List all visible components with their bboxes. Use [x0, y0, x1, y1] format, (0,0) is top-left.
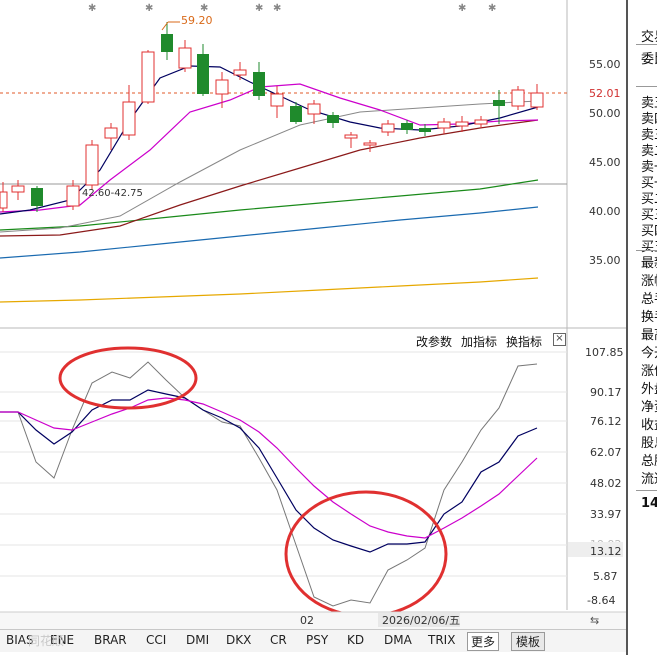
date-box [378, 613, 460, 627]
x-label: 02 [300, 614, 314, 627]
stat-row: 最高 [641, 328, 657, 343]
ask-row[interactable]: 卖二 [641, 144, 657, 159]
indicator-current: 13.12 [590, 545, 622, 558]
gap-label: 42.60-42.75 [82, 188, 143, 199]
indicator-tick: 33.97 [590, 508, 622, 521]
switch-indicator-button[interactable]: 换指标 [506, 335, 543, 349]
price-tick: 55.00 [589, 58, 621, 71]
svg-text:✱: ✱ [200, 3, 208, 14]
time-label: 14: [641, 496, 657, 511]
indicator-axis: 107.85 90.17 76.12 62.07 48.02 33.97 19.… [568, 346, 624, 607]
candles [0, 22, 544, 212]
stat-row: 总手 [641, 292, 657, 307]
stat-row: 涨停 [641, 364, 657, 379]
ma120-line [0, 206, 539, 259]
bid-row[interactable]: 买二 [641, 192, 657, 207]
more-button[interactable]: 更多 [467, 632, 500, 651]
stat-row: 今开 [641, 346, 657, 361]
watermark: 同花顺 [28, 634, 65, 648]
ask-row[interactable]: 卖五 [641, 96, 657, 111]
indicator-tick: 90.17 [590, 386, 622, 399]
stat-row: 最新 [641, 256, 657, 271]
side-label: 交易 [641, 30, 657, 45]
ask-row[interactable]: 卖三 [641, 128, 657, 143]
bid-row[interactable]: 买四 [641, 224, 657, 239]
close-icon[interactable]: × [553, 333, 566, 346]
svg-text:✱: ✱ [458, 3, 466, 14]
stat-row: 换手 [641, 310, 657, 325]
stat-row: 流通 [641, 472, 657, 487]
ma250-line [0, 277, 539, 303]
indicator-tick: 107.85 [585, 346, 624, 359]
tab-cci[interactable]: CCI [146, 633, 167, 647]
quote-side-panel: 交易 委比 卖五 卖四 卖三 卖二 卖一 买一 买二 买三 买四 买五 最新 涨… [626, 0, 657, 655]
ma20-line [0, 100, 539, 233]
bid-row[interactable]: 买五 [641, 240, 657, 255]
indicator-tick: -8.64 [587, 594, 615, 607]
indicator-tick: 48.02 [590, 477, 622, 490]
indicator-grid [0, 351, 567, 577]
ma30-line [0, 119, 539, 237]
tab-cr[interactable]: CR [270, 633, 287, 647]
modify-params-button[interactable]: 改参数 [416, 335, 453, 349]
tab-ene[interactable]: ENE [50, 633, 75, 647]
ask-row[interactable]: 卖一 [641, 160, 657, 175]
indicator-tick: 62.07 [590, 446, 622, 459]
indicator-current-box [568, 542, 623, 557]
highlight-ellipse-1 [58, 346, 198, 410]
chart-area[interactable]: ✱ ✱ ✱ ✱ ✱ ✱ ✱ 59.20 42.60-42.75 55.00 50.00 4… [0, 0, 626, 629]
tab-dkx[interactable]: DKX [226, 633, 252, 647]
stat-row: 涨幅 [641, 274, 657, 289]
tab-brar[interactable]: BRAR [94, 633, 127, 647]
high-arrow [161, 21, 169, 31]
current-price-tag: 52.01 [589, 87, 621, 100]
tab-dmi[interactable]: DMI [186, 633, 210, 647]
x-axis-strip [0, 612, 626, 629]
tab-bias[interactable]: BIAS [6, 633, 34, 647]
stat-row: 总股 [641, 454, 657, 469]
tab-trix[interactable]: TRIX [428, 633, 456, 647]
indicator-line-2 [0, 397, 538, 539]
svg-text:✱: ✱ [145, 3, 153, 14]
template-button[interactable]: 模板 [511, 632, 546, 651]
highlight-ellipse-2 [284, 490, 448, 618]
bid-row[interactable]: 买一 [641, 176, 657, 191]
tab-kd[interactable]: KD [347, 633, 365, 647]
svg-text:✱: ✱ [255, 3, 263, 14]
indicator-tick: 5.87 [593, 570, 618, 583]
svg-text:✱: ✱ [488, 3, 496, 14]
indicator-tick: 76.12 [590, 415, 622, 428]
indicator-line-3 [0, 361, 538, 607]
add-indicator-button[interactable]: 加指标 [461, 335, 498, 349]
price-tick: 40.00 [589, 205, 621, 218]
svg-text:✱: ✱ [273, 3, 281, 14]
bid-row[interactable]: 买三 [641, 208, 657, 223]
svg-text:✱: ✱ [88, 3, 96, 14]
price-tick: 50.00 [589, 107, 621, 120]
indicator-tabs: BIAS ENE BRAR CCI DMI DKX CR PSY KD DMA … [0, 629, 626, 652]
price-axis: 55.00 50.00 45.00 40.00 35.00 52.01 [589, 58, 621, 267]
indicator-line-1 [0, 389, 538, 553]
price-tick: 35.00 [589, 254, 621, 267]
scroll-arrows-icon[interactable]: ⇆ [590, 614, 599, 627]
stat-row: 股息 [641, 436, 657, 451]
stat-row: 收益 [641, 418, 657, 433]
ask-row[interactable]: 卖四 [641, 112, 657, 127]
high-label: 59.20 [181, 14, 213, 27]
stat-row: 净资 [641, 400, 657, 415]
price-tick: 45.00 [589, 156, 621, 169]
event-markers[interactable]: ✱ ✱ ✱ ✱ ✱ ✱ ✱ [88, 3, 496, 14]
ma60-line [0, 179, 539, 231]
tab-dma[interactable]: DMA [384, 633, 412, 647]
date-label: 2026/02/06/五 [382, 614, 460, 627]
side-label: 委比 [641, 52, 657, 67]
tab-psy[interactable]: PSY [306, 633, 329, 647]
stat-row: 外盘 [641, 382, 657, 397]
